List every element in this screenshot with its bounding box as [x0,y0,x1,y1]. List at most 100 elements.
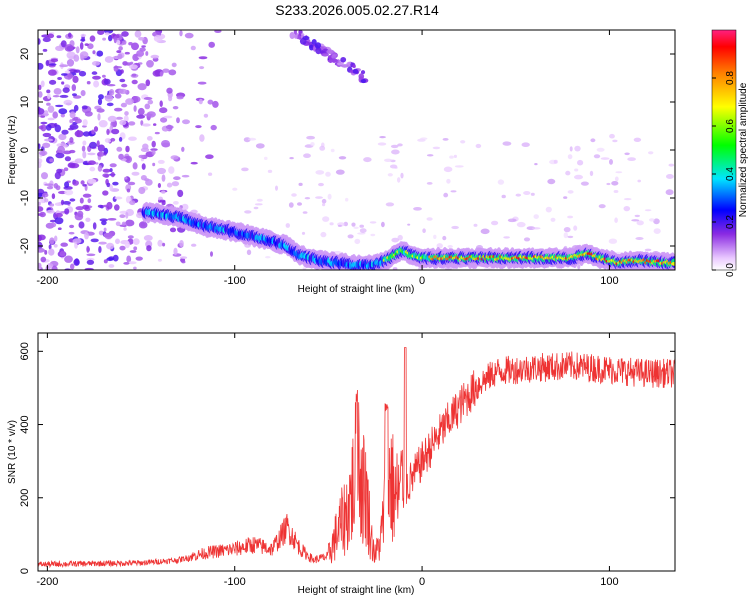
spectrogram-noise-cell [69,137,74,143]
spectrogram-noise-cell [102,168,111,173]
spectrogram-noise-cell [69,198,76,202]
spectrogram-noise-cell [163,115,173,119]
spectrogram-noise-cell [109,184,114,192]
spectrogram-noise-cell [97,30,105,35]
spectrogram-streak-cell [326,49,335,55]
spectrogram-noise-cell [107,115,117,122]
spectrogram-noise-cell [195,125,202,129]
spectrogram-noise-cell [117,53,123,60]
spectrogram-noise-cell [96,50,104,57]
spectrogram-noise-cell [653,218,660,225]
spectrogram-noise-cell [590,138,596,143]
spectrogram-noise-cell [87,178,97,184]
spectrogram-noise-cell [106,242,115,250]
spectrogram-noise-cell [113,65,119,72]
colorbar-ticks: 0.0 0.2 0.4 0.6 0.8 [712,71,736,277]
spectrogram-noise-cell [157,239,163,247]
spectrogram-noise-cell [104,94,114,102]
spectrogram-noise-cell [68,231,75,235]
spectrogram-noise-cell [515,193,521,197]
spectrogram-noise-cell [125,98,134,105]
spectrogram-noise-cell [129,61,134,65]
spectrogram-noise-cell [46,89,51,94]
spectrogram-noise-cell [103,227,107,232]
spectrogram-noise-cell [98,120,108,128]
spectrogram-xlabel: Height of straight line (km) [298,284,415,295]
spectrogram-ytick-label: -20 [19,238,31,254]
spectrogram-noise-cell [49,79,57,85]
spectrogram-noise-cell [38,262,42,269]
colorbar-gradient [712,30,736,270]
spectrogram-noise-cell [199,134,205,142]
spectrogram-noise-cell [69,119,74,124]
spectrogram-noise-cell [89,35,96,42]
spectrogram-noise-cell [102,37,106,41]
spectrogram-noise-cell [161,200,166,206]
spectrogram-noise-cell [636,220,644,226]
spectrogram-noise-cell [79,42,84,50]
spectrogram-noise-cell [391,237,400,243]
spectrogram-noise-cell [70,263,75,270]
spectrogram-noise-cell [150,148,158,152]
spectrogram-noise-cell [118,88,128,95]
spectrogram-noise-cell [135,256,143,261]
spectrogram-noise-cell [104,32,110,36]
spectrogram-noise-cell [567,215,574,219]
spectrogram-noise-cell [128,121,136,126]
spectrogram-noise-cell [56,168,63,174]
spectrogram-noise-cell [635,237,644,240]
spectrogram-noise-cell [146,60,154,68]
spectrogram-noise-cell [87,160,96,165]
spectrogram-noise-cell [443,166,453,173]
spectrogram-noise-cell [41,172,48,180]
spectrogram-noise-cell [161,174,166,182]
spectrogram-noise-cell [321,198,327,204]
spectrogram-noise-cell [550,217,556,222]
spectrogram-noise-cell [129,200,136,206]
spectrogram-noise-cell [310,142,315,147]
spectrogram-noise-cell [119,214,126,219]
spectrogram-noise-cell [170,155,179,160]
spectrogram-noise-cell [606,182,611,186]
spectrogram-noise-cell [78,221,85,229]
spectrogram-noise-cell [80,90,86,97]
spectrogram-noise-cell [385,202,395,207]
spectrogram-noise-cell [166,87,173,94]
spectrogram-noise-cell [598,204,606,209]
spectrogram-noise-cell [38,234,42,242]
spectrogram-noise-cell [123,227,127,231]
spectrogram-noise-cell [89,141,97,149]
spectrogram-streak-cell [331,58,338,63]
spectrogram-noise-cell [264,156,268,160]
spectrogram-noise-cell [73,69,81,73]
spectrogram-noise-cell [129,250,137,253]
spectrogram-noise-cell [190,161,198,165]
spectrogram-noise-cell [306,135,315,140]
spectrogram-noise-cell [104,138,112,143]
spectrogram-noise-cell [115,116,123,120]
spectrogram-noise-cell [343,221,348,227]
spectrogram-noise-cell [107,218,117,221]
spectrogram-noise-cell [87,152,96,156]
spectrogram-streak-cell [315,47,322,55]
spectrogram-streak-cell [360,78,366,84]
spectrogram-noise-cell [369,221,377,224]
spectrogram-noise-cell [48,63,57,66]
spectrogram-noise-cell [108,264,115,268]
spectrogram-streak-cell [340,57,347,63]
spectrogram-noise-cell [608,238,618,244]
spectrogram-noise-cell [38,206,44,212]
spectrogram-noise-cell [627,157,636,162]
spectrogram-xtick-label: 100 [600,275,618,287]
spectrogram-noise-cell [126,255,132,263]
spectrogram-noise-cell [54,171,61,180]
spectrogram-noise-cell [567,190,574,194]
spectrogram-noise-cell [166,182,173,188]
spectrogram-noise-cell [516,221,526,228]
spectrogram-noise-cell [577,264,581,270]
spectrogram-noise-cell [118,46,123,51]
spectrogram-noise-cell [61,129,69,135]
spectrogram-noise-cell [87,198,92,204]
spectrogram-noise-cell [97,204,104,208]
spectrogram-noise-cell [302,267,307,270]
